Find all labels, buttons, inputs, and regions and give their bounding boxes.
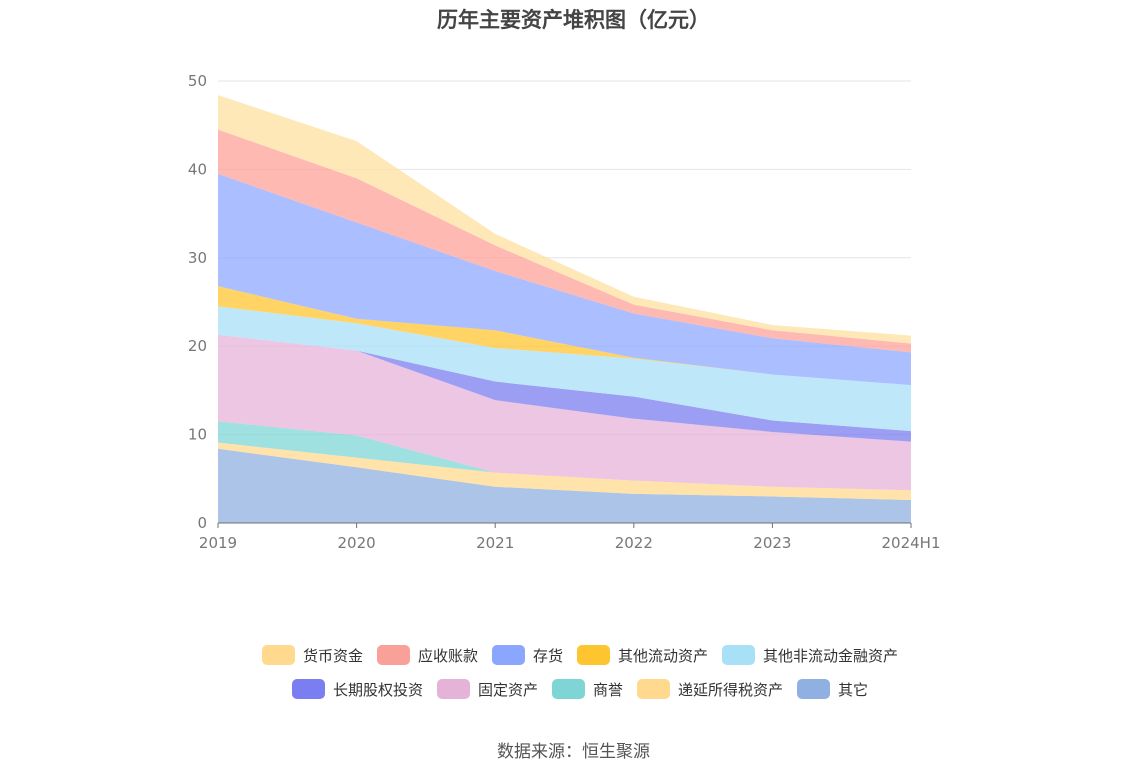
legend-item[interactable]: 递延所得税资产 <box>637 679 783 700</box>
legend-swatch <box>797 679 831 699</box>
x-tick-label: 2023 <box>753 534 791 552</box>
legend-item[interactable]: 货币资金 <box>261 645 363 666</box>
area-series <box>218 173 911 386</box>
legend-label: 其他流动资产 <box>618 646 709 665</box>
legend-item[interactable]: 其它 <box>797 679 868 700</box>
area-series <box>218 334 911 491</box>
legend-item[interactable]: 商誉 <box>551 679 623 700</box>
legend-item[interactable]: 固定资产 <box>436 679 538 700</box>
legend-swatch <box>722 645 756 665</box>
chart-title: 历年主要资产堆积图（亿元） <box>437 8 710 32</box>
legend-swatch <box>436 679 470 699</box>
y-tick-label: 30 <box>188 249 207 267</box>
area-series <box>218 421 911 491</box>
legend-label: 固定资产 <box>477 680 538 699</box>
legend-label: 存货 <box>532 646 563 665</box>
legend-swatch <box>376 645 410 665</box>
legend-label: 递延所得税资产 <box>678 680 784 699</box>
chart-plot: 0 10 20 30 40 50 2019 2020 2021 2022 2023 2024H1 <box>188 72 941 552</box>
legend-label: 其它 <box>838 680 869 699</box>
legend-item[interactable]: 应收账款 <box>376 645 478 666</box>
y-tick-label: 50 <box>188 72 207 90</box>
legend-label: 其他非流动金融资产 <box>763 646 899 665</box>
y-tick-label: 10 <box>188 426 207 444</box>
legend-label: 长期股权投资 <box>332 680 423 699</box>
stacked-areas <box>218 95 911 523</box>
area-series <box>218 334 911 442</box>
x-tick-label: 2024H1 <box>882 534 941 552</box>
legend-item[interactable]: 其他流动资产 <box>577 645 708 666</box>
y-tick-label: 0 <box>197 514 207 532</box>
legend-label: 货币资金 <box>302 646 363 665</box>
area-series <box>218 306 911 432</box>
legend-swatch <box>577 645 610 665</box>
source-note: 数据来源：恒生聚源 <box>497 742 650 762</box>
area-series <box>218 95 911 344</box>
x-tick-label: 2022 <box>615 534 653 552</box>
legend-label: 应收账款 <box>417 646 478 665</box>
area-series <box>218 442 911 501</box>
legend-swatch <box>551 679 585 699</box>
legend-item[interactable]: 存货 <box>491 645 563 666</box>
legend-swatch <box>291 679 325 699</box>
area-series <box>218 448 911 523</box>
legend-item[interactable]: 长期股权投资 <box>291 679 423 700</box>
legend-swatch <box>637 679 670 699</box>
legend: 货币资金 应收账款 存货 其他流动资产 其他非流动金融资产 长期股权投资 固定资产 商誉 递延… <box>230 638 930 706</box>
y-tick-label: 20 <box>188 337 207 355</box>
legend-swatch <box>491 645 525 665</box>
legend-label: 商誉 <box>592 680 623 699</box>
x-tick-label: 2020 <box>338 534 376 552</box>
x-tick-label: 2019 <box>199 534 237 552</box>
legend-row: 长期股权投资 固定资产 商誉 递延所得税资产 其它 <box>230 672 930 706</box>
x-tick-label: 2021 <box>476 534 514 552</box>
legend-row: 货币资金 应收账款 存货 其他流动资产 其他非流动金融资产 <box>230 638 930 672</box>
legend-item[interactable]: 其他非流动金融资产 <box>722 645 898 666</box>
axes: 0 10 20 30 40 50 2019 2020 2021 2022 2023 2024H1 <box>188 72 941 552</box>
y-tick-label: 40 <box>188 160 207 178</box>
legend-swatch <box>261 645 295 665</box>
